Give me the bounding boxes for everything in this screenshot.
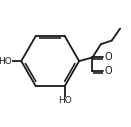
Text: HO: HO [58,96,72,105]
Text: O: O [104,52,112,62]
Text: O: O [104,66,112,76]
Text: HO: HO [0,57,12,66]
